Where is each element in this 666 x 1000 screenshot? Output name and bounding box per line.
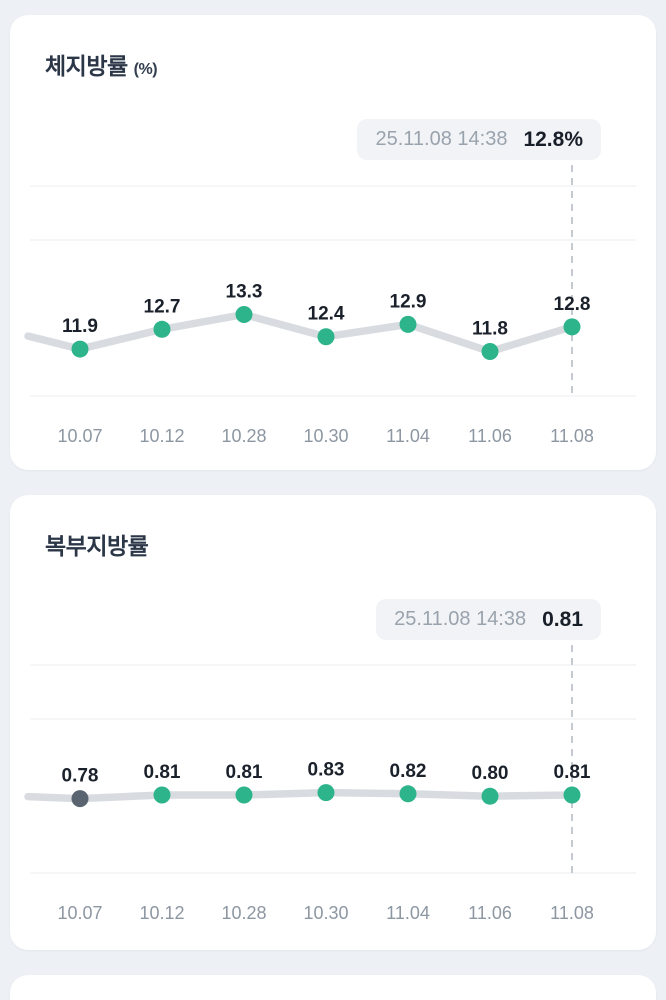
x-axis-label: 10.28 (221, 903, 266, 923)
data-point[interactable] (563, 786, 581, 804)
tooltip-value: 0.81 (542, 607, 583, 631)
point-value-label: 0.82 (390, 761, 427, 782)
card-title-text: 복부지방률 (45, 533, 149, 559)
data-point[interactable] (71, 790, 89, 808)
abdominal-fat-trend-chart[interactable]: 0.78 0.81 0.81 0.83 0.82 0.80 0.81 10.07 10.12 10… (10, 495, 656, 950)
x-axis-label: 10.30 (303, 903, 348, 923)
card-title-text: 체지방률 (45, 53, 128, 79)
tooltip-datetime: 25.11.08 14:38 (375, 128, 508, 150)
data-point[interactable] (71, 340, 89, 358)
card-title: 체지방률 (%) (45, 47, 158, 81)
x-axis-label: 10.12 (139, 903, 184, 923)
card-abdominal-fat-ratio: 0.78 0.81 0.81 0.83 0.82 0.80 0.81 10.07 10.12 10… (10, 495, 656, 950)
point-value-label: 0.83 (308, 760, 345, 781)
x-axis-label: 10.12 (139, 426, 184, 446)
data-point[interactable] (399, 785, 417, 803)
data-point[interactable] (481, 343, 499, 361)
data-point[interactable] (481, 787, 499, 805)
card-title-unit: (%) (133, 61, 158, 78)
x-axis-label: 10.07 (57, 903, 102, 923)
tooltip-datetime: 25.11.08 14:38 (394, 608, 527, 630)
point-value-label: 12.9 (390, 291, 427, 312)
point-value-label: 12.4 (308, 304, 345, 325)
data-point[interactable] (235, 305, 253, 323)
x-axis-label: 11.08 (550, 426, 594, 446)
point-value-label: 11.8 (472, 319, 508, 340)
point-value-label: 12.7 (144, 296, 181, 317)
data-point[interactable] (153, 786, 171, 804)
data-point[interactable] (317, 328, 335, 346)
data-point[interactable] (563, 318, 581, 336)
x-axis-label: 11.06 (468, 903, 512, 923)
x-axis-label: 11.04 (386, 426, 430, 446)
x-axis-label: 11.04 (386, 903, 430, 923)
card-body-fat-percentage: 11.9 12.7 13.3 12.4 12.9 11.8 12.8 10.07 10.12 10… (10, 15, 656, 470)
selected-point-tooltip: 25.11.08 14:38 12.8% (357, 119, 601, 160)
selected-point-tooltip: 25.11.08 14:38 0.81 (376, 599, 601, 640)
x-axis-label: 10.07 (57, 426, 102, 446)
point-value-label: 0.81 (226, 762, 263, 783)
card-title: 복부지방률 (45, 527, 154, 561)
data-point[interactable] (399, 315, 417, 333)
x-axis-label: 11.06 (468, 426, 512, 446)
data-point[interactable] (317, 784, 335, 802)
data-point[interactable] (153, 320, 171, 338)
point-value-label: 12.8 (554, 294, 591, 315)
point-value-label: 0.80 (472, 763, 509, 784)
point-value-label: 11.9 (62, 316, 98, 337)
point-value-label: 0.78 (62, 766, 99, 787)
x-axis-label: 10.30 (303, 426, 348, 446)
next-card-partial (10, 975, 656, 1000)
trend-line (24, 310, 576, 356)
body-fat-trend-chart[interactable]: 11.9 12.7 13.3 12.4 12.9 11.8 12.8 10.07 10.12 10… (10, 15, 656, 470)
tooltip-value: 12.8% (523, 127, 583, 151)
point-value-label: 13.3 (226, 281, 263, 302)
point-value-label: 0.81 (144, 762, 181, 783)
data-point[interactable] (235, 786, 253, 804)
point-value-label: 0.81 (554, 762, 591, 783)
x-axis-label: 11.08 (550, 903, 594, 923)
x-axis-label: 10.28 (221, 426, 266, 446)
trend-line (24, 788, 576, 803)
